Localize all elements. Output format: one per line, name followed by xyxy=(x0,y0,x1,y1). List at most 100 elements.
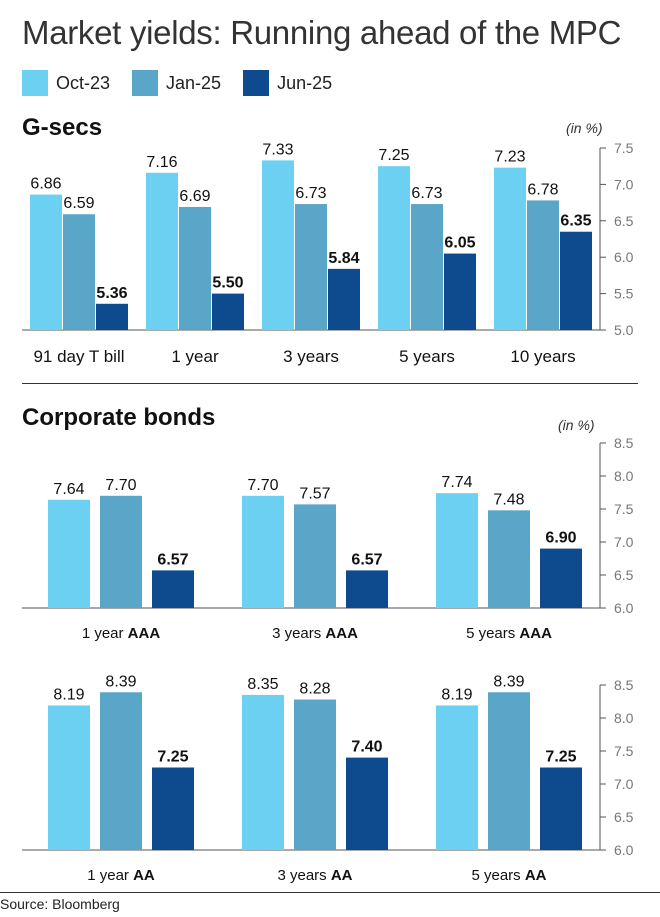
corporate-aaa-category-label: 1 year AAA xyxy=(82,625,161,642)
corporate-aaa-bar-jan-25 xyxy=(294,504,336,608)
gsecs-data-label: 6.35 xyxy=(560,213,591,230)
gsecs-data-label: 6.73 xyxy=(295,185,326,202)
legend-label-oct-23: Oct-23 xyxy=(56,72,111,93)
corporate-aa-bar-oct-23 xyxy=(48,705,90,850)
gsecs-bar-jun-25 xyxy=(212,293,244,330)
gsecs-bar-jan-25 xyxy=(295,204,327,330)
corporate-aa-bar-jan-25 xyxy=(294,699,336,850)
corporate-aaa-data-label: 6.57 xyxy=(351,551,382,568)
gsecs-bar-jan-25 xyxy=(527,200,559,330)
corporate-aaa-data-label: 7.57 xyxy=(299,485,330,502)
legend-item-jun-25: Jun-25 xyxy=(243,70,332,96)
corporate-aaa-y-tick-label: 6.5 xyxy=(614,567,634,583)
corporate-aaa-bar-jan-25 xyxy=(488,510,530,608)
gsecs-bar-jan-25 xyxy=(179,206,211,330)
corporate-aa-y-tick-label: 7.5 xyxy=(614,743,634,759)
corporate-aaa-data-label: 7.64 xyxy=(53,481,84,498)
corporate-aa-category-label: 5 years AA xyxy=(471,867,546,884)
corporate-aa-data-label: 7.25 xyxy=(545,749,576,766)
gsecs-bar-jun-25 xyxy=(560,231,592,330)
corporate-aa-bar-jun-25 xyxy=(152,767,194,850)
gsecs-data-label: 7.25 xyxy=(378,147,409,164)
gsecs-data-label: 6.73 xyxy=(411,185,442,202)
gsecs-y-tick-label: 6.0 xyxy=(614,249,634,265)
legend-label-jan-25: Jan-25 xyxy=(166,72,222,93)
gsecs-section-title: G-secs xyxy=(22,114,103,141)
corporate-aaa-y-tick-label: 8.0 xyxy=(614,468,634,484)
source-note: Source: Bloomberg xyxy=(0,896,120,912)
gsecs-data-label: 7.33 xyxy=(262,141,293,158)
gsecs-y-tick-label: 7.0 xyxy=(614,176,634,192)
legend-label-jun-25: Jun-25 xyxy=(277,72,333,93)
gsecs-bar-oct-23 xyxy=(30,194,62,330)
gsecs-bar-oct-23 xyxy=(146,172,178,330)
gsecs-category-label: 10 years xyxy=(510,347,575,366)
corporate-aa-data-label: 8.19 xyxy=(441,686,472,703)
corporate-aa-bar-jun-25 xyxy=(540,767,582,850)
corporate-aa-chart: 6.0 6.5 7.0 7.5 8.0 8.5 8.19 8.39 7.25 1 year AA 8… xyxy=(22,673,634,884)
gsecs-data-label: 7.23 xyxy=(494,149,525,166)
legend-item-oct-23: Oct-23 xyxy=(22,70,110,96)
gsecs-data-label: 6.59 xyxy=(63,195,94,212)
gsecs-chart: 5.0 5.5 6.0 6.5 7.0 7.5 6.866.59 5.36 91 day T b… xyxy=(22,140,634,366)
gsecs-data-label: 6.86 xyxy=(30,176,61,193)
gsecs-bar-jun-25 xyxy=(328,268,360,330)
gsecs-bar-jun-25 xyxy=(96,303,128,330)
gsecs-bar-oct-23 xyxy=(378,166,410,330)
corporate-aa-data-label: 8.39 xyxy=(493,673,524,690)
gsecs-y-tick-label: 5.5 xyxy=(614,286,634,302)
gsecs-data-label: 5.84 xyxy=(328,250,359,267)
legend-swatch-jun-25 xyxy=(243,70,270,96)
corporate-aaa-bar-jun-25 xyxy=(346,570,388,608)
gsecs-category-label: 5 years xyxy=(399,347,455,366)
gsecs-data-label: 7.16 xyxy=(146,154,177,171)
corporate-aa-data-label: 7.25 xyxy=(157,749,188,766)
gsecs-unit-label: (in %) xyxy=(566,120,603,136)
section-divider xyxy=(22,383,638,384)
corporate-aa-bar-jan-25 xyxy=(100,692,142,850)
gsecs-data-label: 6.69 xyxy=(179,188,210,205)
gsecs-bar-oct-23 xyxy=(262,160,294,330)
corporate-aaa-data-label: 7.70 xyxy=(247,477,278,494)
corporate-aa-bar-jun-25 xyxy=(346,757,388,850)
gsecs-category-label: 3 years xyxy=(283,347,339,366)
chart-title: Market yields: Running ahead of the MPC xyxy=(22,14,622,51)
gsecs-bar-jan-25 xyxy=(411,204,443,330)
gsecs-bar-oct-23 xyxy=(494,167,526,330)
corporate-aaa-bar-jun-25 xyxy=(152,570,194,608)
gsecs-y-tick-label: 5.0 xyxy=(614,322,634,338)
corporate-aaa-data-label: 7.74 xyxy=(441,474,472,491)
corporate-aaa-bar-jan-25 xyxy=(100,495,142,608)
corporate-aa-y-tick-label: 8.0 xyxy=(614,710,634,726)
gsecs-data-label: 6.05 xyxy=(444,235,475,252)
corporate-aa-y-tick-label: 6.0 xyxy=(614,842,634,858)
legend-swatch-jan-25 xyxy=(132,70,159,96)
corporate-unit-label: (in %) xyxy=(558,417,595,433)
corporate-section-title: Corporate bonds xyxy=(22,404,216,431)
corporate-aa-y-tick-label: 6.5 xyxy=(614,809,634,825)
gsecs-category-label: 1 year xyxy=(171,347,219,366)
legend: Oct-23 Jan-25 Jun-25 xyxy=(22,70,332,96)
gsecs-bar-jun-25 xyxy=(444,253,476,330)
corporate-aa-y-tick-label: 8.5 xyxy=(614,677,634,693)
corporate-aaa-bar-oct-23 xyxy=(48,499,90,608)
corporate-aaa-data-label: 6.57 xyxy=(157,551,188,568)
gsecs-bar-jan-25 xyxy=(63,214,95,330)
corporate-aa-data-label: 8.35 xyxy=(247,676,278,693)
corporate-aa-data-label: 8.39 xyxy=(105,673,136,690)
corporate-aaa-bar-oct-23 xyxy=(242,495,284,608)
gsecs-data-label: 5.50 xyxy=(212,275,243,292)
corporate-aaa-category-label: 3 years AAA xyxy=(272,625,358,642)
corporate-aa-bar-oct-23 xyxy=(242,694,284,850)
gsecs-category-label: 91 day T bill xyxy=(33,347,124,366)
corporate-aaa-bar-jun-25 xyxy=(540,548,582,608)
corporate-aa-bar-oct-23 xyxy=(436,705,478,850)
gsecs-data-label: 5.36 xyxy=(96,285,127,302)
corporate-aaa-y-tick-label: 7.0 xyxy=(614,534,634,550)
corporate-aaa-data-label: 7.70 xyxy=(105,477,136,494)
gsecs-y-tick-label: 7.5 xyxy=(614,140,634,156)
corporate-aaa-chart: 6.0 6.5 7.0 7.5 8.0 8.5 7.64 7.70 6.57 1 year AAA… xyxy=(22,435,634,642)
corporate-aaa-category-label: 5 years AAA xyxy=(466,625,552,642)
corporate-aa-y-tick-label: 7.0 xyxy=(614,776,634,792)
